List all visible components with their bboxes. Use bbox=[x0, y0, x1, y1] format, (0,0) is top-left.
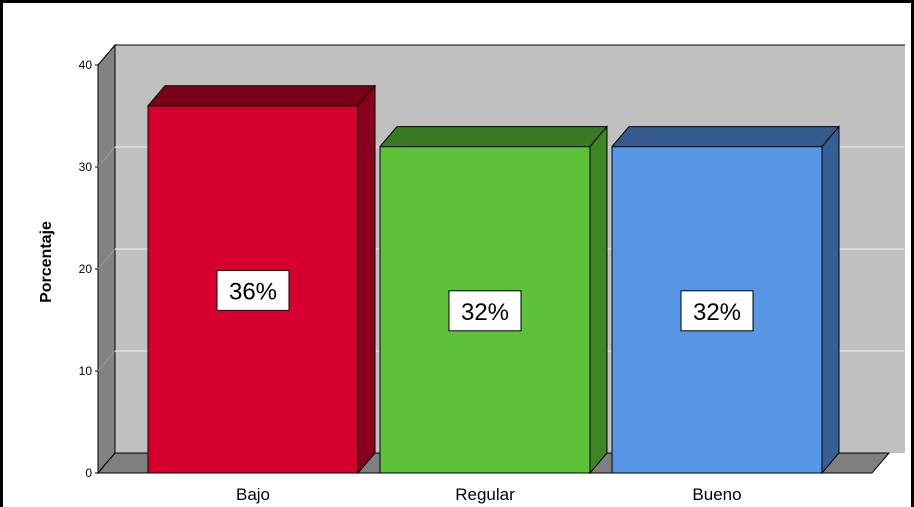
y-axis-ticks: 0 10 20 30 40 bbox=[79, 58, 98, 480]
y-tick-label: 0 bbox=[85, 466, 92, 480]
y-tick-label: 40 bbox=[79, 58, 93, 72]
bar-side bbox=[589, 125, 608, 475]
bar-top bbox=[146, 85, 377, 107]
side-gridline bbox=[97, 350, 116, 372]
bars: 36% 32% 32% bbox=[146, 84, 841, 475]
data-label: 32% bbox=[693, 299, 741, 326]
data-label: 36% bbox=[229, 278, 277, 305]
side-gridline bbox=[97, 146, 116, 168]
bar-top bbox=[378, 126, 609, 148]
bar-side bbox=[821, 125, 840, 475]
data-label-box bbox=[448, 290, 522, 332]
y-tick-label: 20 bbox=[79, 262, 93, 276]
x-category-label: Bajo bbox=[236, 485, 270, 504]
y-axis-label: Porcentaje bbox=[38, 221, 55, 303]
bar-top bbox=[610, 126, 841, 148]
x-category-label: Bueno bbox=[692, 485, 741, 504]
x-axis-categories: Bajo Regular Bueno bbox=[236, 485, 742, 504]
y-tick-label: 30 bbox=[79, 160, 93, 174]
x-category-label: Regular bbox=[455, 485, 515, 504]
side-gridline bbox=[97, 248, 116, 270]
data-label-box bbox=[216, 269, 290, 311]
data-label: 32% bbox=[461, 299, 509, 326]
bar-side bbox=[357, 84, 376, 475]
y-tick-label: 10 bbox=[79, 364, 93, 378]
data-label-box bbox=[680, 290, 754, 332]
